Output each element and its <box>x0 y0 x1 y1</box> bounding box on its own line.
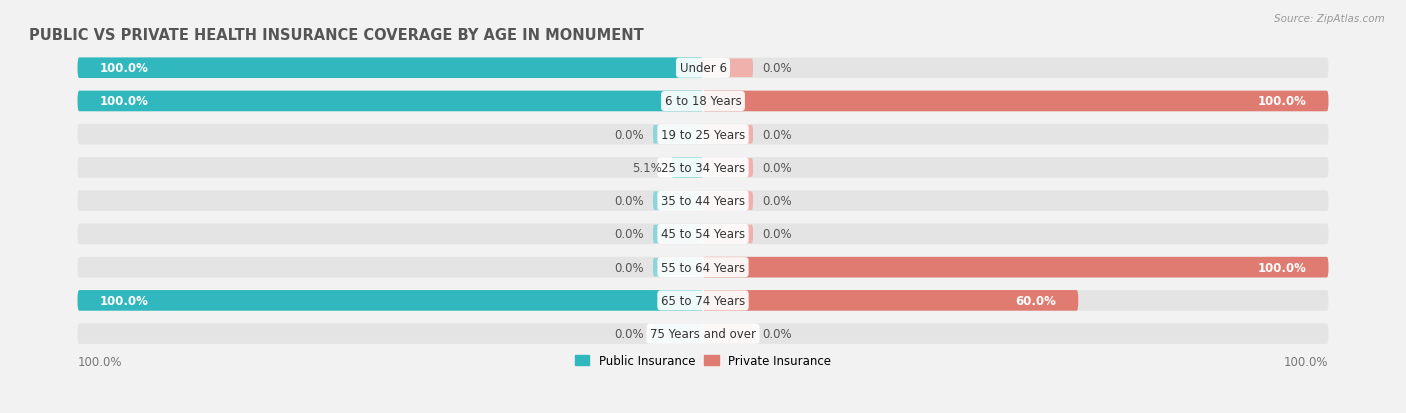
Text: 0.0%: 0.0% <box>614 128 644 141</box>
FancyBboxPatch shape <box>703 290 1078 311</box>
FancyBboxPatch shape <box>652 192 703 211</box>
Text: 100.0%: 100.0% <box>100 95 148 108</box>
Text: 0.0%: 0.0% <box>762 328 792 340</box>
Text: 100.0%: 100.0% <box>1258 95 1306 108</box>
FancyBboxPatch shape <box>77 290 703 311</box>
FancyBboxPatch shape <box>703 325 754 343</box>
FancyBboxPatch shape <box>652 126 703 144</box>
Text: 35 to 44 Years: 35 to 44 Years <box>661 195 745 208</box>
Text: 0.0%: 0.0% <box>614 261 644 274</box>
Text: 0.0%: 0.0% <box>614 195 644 208</box>
FancyBboxPatch shape <box>77 257 1329 278</box>
FancyBboxPatch shape <box>652 258 703 277</box>
Text: 19 to 25 Years: 19 to 25 Years <box>661 128 745 141</box>
FancyBboxPatch shape <box>671 158 703 178</box>
Text: 100.0%: 100.0% <box>100 294 148 307</box>
Text: 0.0%: 0.0% <box>762 128 792 141</box>
FancyBboxPatch shape <box>77 290 1329 311</box>
Text: 60.0%: 60.0% <box>1015 294 1056 307</box>
FancyBboxPatch shape <box>703 225 754 244</box>
FancyBboxPatch shape <box>77 224 1329 244</box>
FancyBboxPatch shape <box>703 257 1329 278</box>
FancyBboxPatch shape <box>77 91 1329 112</box>
Text: 0.0%: 0.0% <box>762 161 792 175</box>
FancyBboxPatch shape <box>77 323 1329 344</box>
FancyBboxPatch shape <box>77 125 1329 145</box>
Text: 0.0%: 0.0% <box>614 328 644 340</box>
Text: 0.0%: 0.0% <box>614 228 644 241</box>
FancyBboxPatch shape <box>77 158 1329 178</box>
FancyBboxPatch shape <box>77 91 703 112</box>
FancyBboxPatch shape <box>77 58 1329 79</box>
FancyBboxPatch shape <box>703 159 754 177</box>
Text: 6 to 18 Years: 6 to 18 Years <box>665 95 741 108</box>
Text: 0.0%: 0.0% <box>762 195 792 208</box>
Text: 0.0%: 0.0% <box>762 62 792 75</box>
Text: Source: ZipAtlas.com: Source: ZipAtlas.com <box>1274 14 1385 24</box>
FancyBboxPatch shape <box>703 91 1329 112</box>
FancyBboxPatch shape <box>703 59 754 78</box>
Text: 100.0%: 100.0% <box>1284 355 1329 368</box>
Text: 45 to 54 Years: 45 to 54 Years <box>661 228 745 241</box>
Text: 55 to 64 Years: 55 to 64 Years <box>661 261 745 274</box>
Text: 100.0%: 100.0% <box>100 62 148 75</box>
Legend: Public Insurance, Private Insurance: Public Insurance, Private Insurance <box>571 350 835 372</box>
Text: 100.0%: 100.0% <box>77 355 122 368</box>
FancyBboxPatch shape <box>652 325 703 343</box>
Text: Under 6: Under 6 <box>679 62 727 75</box>
FancyBboxPatch shape <box>77 191 1329 211</box>
Text: 65 to 74 Years: 65 to 74 Years <box>661 294 745 307</box>
FancyBboxPatch shape <box>703 126 754 144</box>
FancyBboxPatch shape <box>652 225 703 244</box>
Text: 100.0%: 100.0% <box>1258 261 1306 274</box>
Text: 5.1%: 5.1% <box>631 161 662 175</box>
Text: 25 to 34 Years: 25 to 34 Years <box>661 161 745 175</box>
Text: 75 Years and over: 75 Years and over <box>650 328 756 340</box>
Text: PUBLIC VS PRIVATE HEALTH INSURANCE COVERAGE BY AGE IN MONUMENT: PUBLIC VS PRIVATE HEALTH INSURANCE COVER… <box>28 28 644 43</box>
FancyBboxPatch shape <box>77 58 703 79</box>
Text: 0.0%: 0.0% <box>762 228 792 241</box>
FancyBboxPatch shape <box>703 192 754 211</box>
